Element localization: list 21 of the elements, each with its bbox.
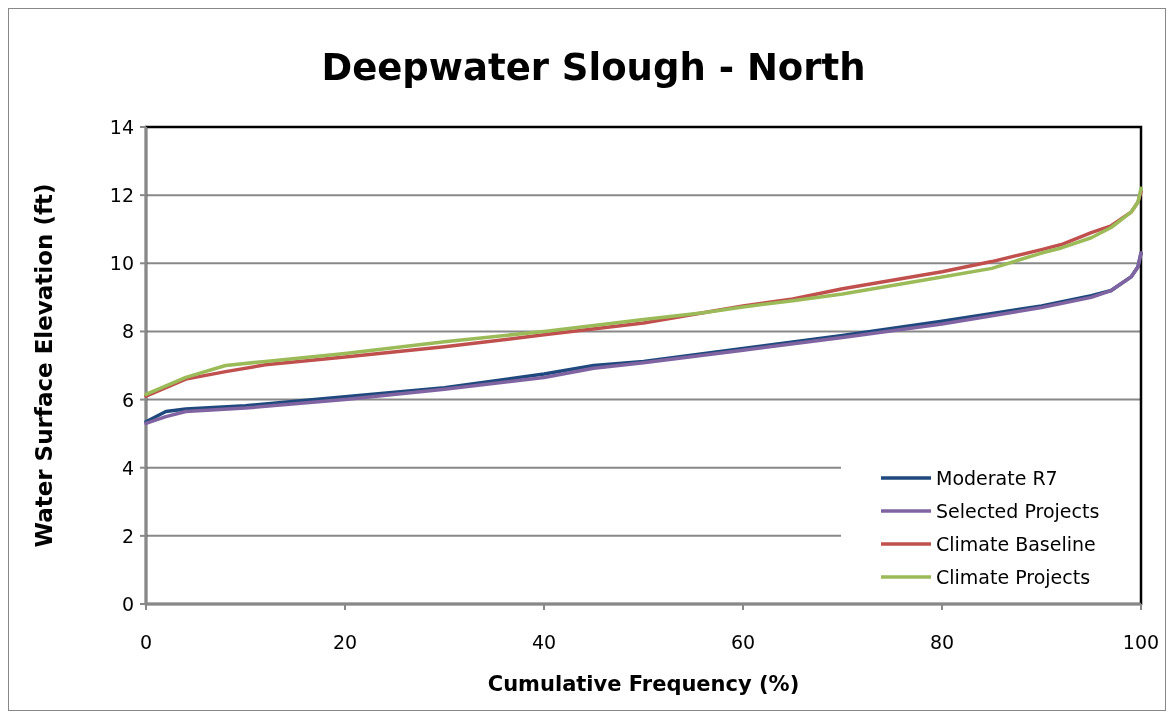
y-tick-label: 0 — [121, 593, 134, 615]
x-tick-label: 100 — [1122, 631, 1160, 653]
legend-label: Climate Baseline — [936, 533, 1096, 555]
chart-title: Deepwater Slough - North — [321, 46, 866, 89]
y-axis-title: Water Surface Elevation (ft) — [31, 183, 57, 548]
x-tick-label: 40 — [531, 631, 557, 653]
y-tick-label: 6 — [121, 388, 134, 411]
y-tick-label: 14 — [109, 116, 134, 138]
legend-label: Moderate R7 — [936, 467, 1058, 489]
y-tick-label: 10 — [109, 252, 134, 275]
y-tick-label: 4 — [121, 456, 134, 479]
x-tick-label: 0 — [139, 631, 153, 653]
legend-label: Selected Projects — [936, 500, 1100, 522]
y-tick-label: 2 — [121, 524, 134, 547]
x-tick-label: 20 — [332, 631, 358, 653]
x-axis-title: Cumulative Frequency (%) — [487, 672, 800, 696]
x-tick-label: 80 — [929, 631, 955, 653]
x-tick-label: 60 — [730, 631, 756, 653]
legend-label: Climate Projects — [936, 566, 1091, 588]
y-tick-label: 8 — [121, 320, 134, 343]
y-tick-label: 12 — [109, 184, 134, 207]
